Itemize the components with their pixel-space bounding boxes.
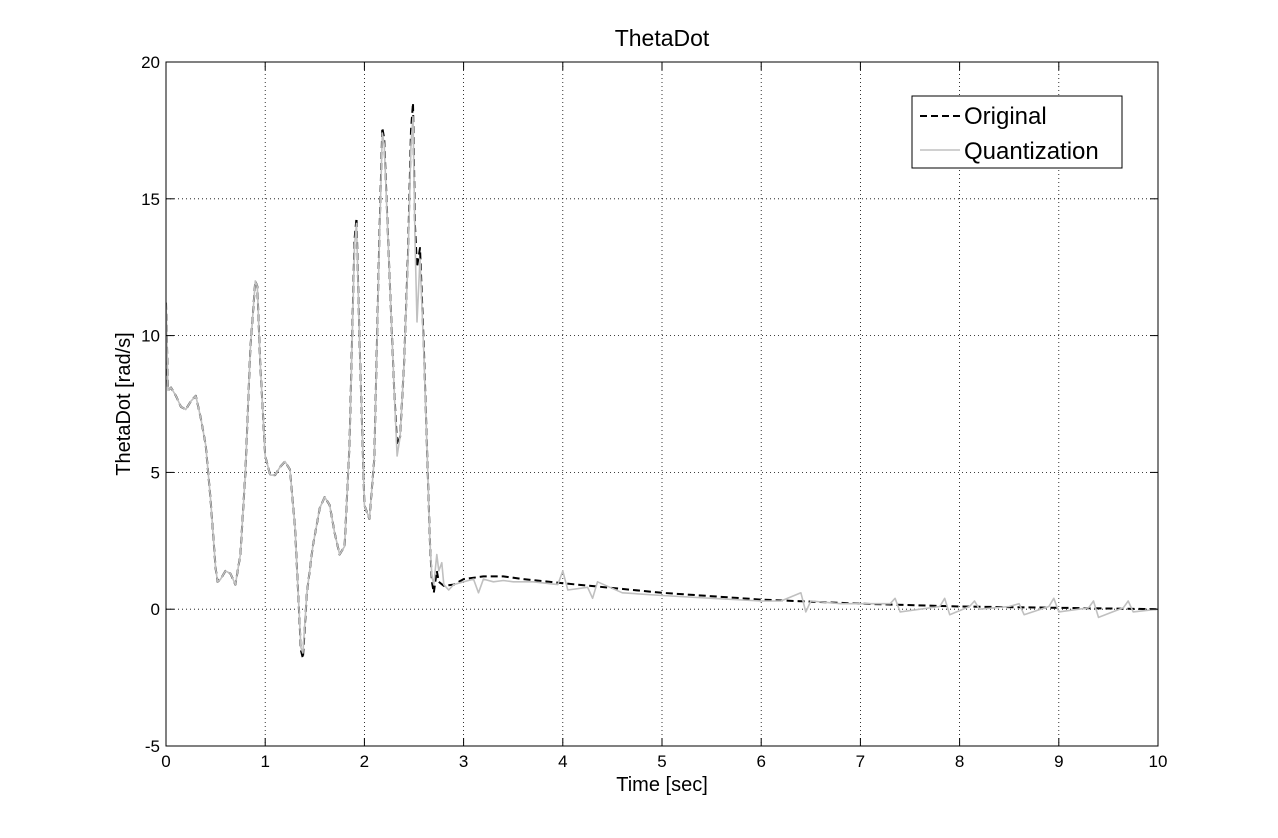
plot-area: [166, 62, 1158, 746]
y-tick-label: 10: [141, 327, 160, 346]
y-tick-label: 15: [141, 190, 160, 209]
y-tick-label: 20: [141, 53, 160, 72]
series-layer: [166, 102, 1158, 660]
axis-ticks: [165, 61, 1159, 747]
x-tick-label: 8: [955, 752, 964, 771]
y-tick-label: 0: [151, 600, 160, 619]
y-tick-label: -5: [145, 737, 160, 756]
y-axis-label: ThetaDot [rad/s]: [113, 332, 135, 475]
x-axis-label: Time [sec]: [616, 774, 708, 796]
x-tick-label: 3: [459, 752, 468, 771]
x-tick-label: 10: [1149, 752, 1168, 771]
x-tick-label: 7: [856, 752, 865, 771]
grid-lines: [166, 62, 1158, 746]
legend-box: [911, 95, 1123, 169]
x-tick-label: 9: [1054, 752, 1063, 771]
x-tick-label: 1: [260, 752, 269, 771]
x-tick-label: 2: [360, 752, 369, 771]
chart-title: ThetaDot: [615, 25, 710, 51]
x-tick-label: 4: [558, 752, 567, 771]
x-tick-label: 5: [657, 752, 666, 771]
legend-label-original: Original: [964, 103, 1047, 130]
legend: Original Quantization: [911, 95, 1123, 169]
y-tick-label: 5: [151, 463, 160, 482]
x-tick-label: 0: [161, 752, 170, 771]
legend-label-quantization: Quantization: [964, 138, 1099, 165]
series-line-quantization: [166, 115, 1158, 654]
x-tick-label: 6: [756, 752, 765, 771]
